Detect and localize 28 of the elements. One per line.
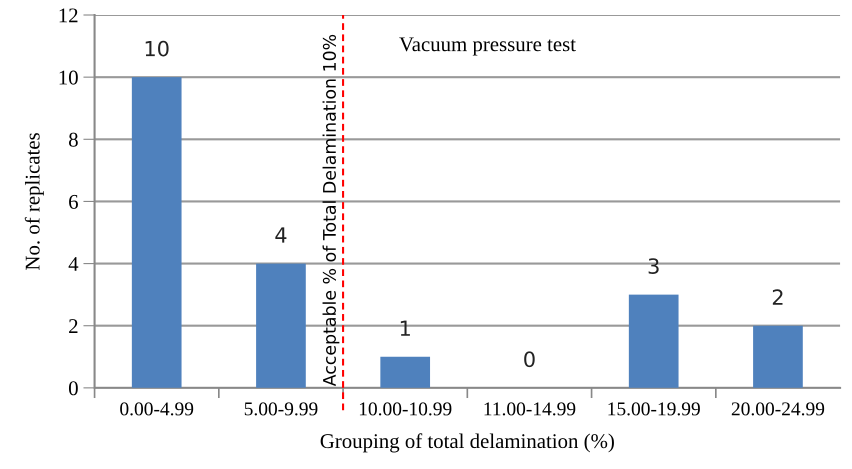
data-label: 4 bbox=[275, 227, 286, 243]
data-label: 3 bbox=[648, 258, 659, 274]
data-label: 2 bbox=[772, 289, 782, 305]
x-tick-label: 5.00-9.99 bbox=[244, 402, 318, 416]
y-tick-label: 12 bbox=[60, 8, 78, 22]
x-axis-title: Grouping of total delamination (%) bbox=[320, 433, 614, 452]
y-tick-label: 6 bbox=[69, 194, 78, 209]
data-label: 1 bbox=[400, 320, 410, 336]
x-tick-label: 10.00-10.99 bbox=[360, 402, 452, 416]
x-tick-label: 20.00-24.99 bbox=[732, 402, 824, 416]
bar bbox=[753, 326, 803, 388]
x-tick-label: 0.00-4.99 bbox=[120, 402, 194, 416]
bar bbox=[380, 356, 430, 388]
text: Vacuum pressure test bbox=[399, 37, 576, 56]
bar bbox=[132, 77, 182, 388]
y-tick-label: 8 bbox=[68, 132, 78, 147]
x-tick-label: 11.00-14.99 bbox=[484, 402, 576, 416]
bar bbox=[628, 294, 679, 388]
data-label: 10 bbox=[146, 40, 169, 56]
y-tick-label: 4 bbox=[68, 257, 78, 271]
annotation: Acceptable % of Total Delamination 10% bbox=[322, 34, 340, 386]
y-axis-title: No. of replicates bbox=[24, 133, 44, 270]
x-tick-label: 15.00-19.99 bbox=[608, 402, 700, 416]
y-tick-label: 2 bbox=[69, 319, 78, 333]
bar bbox=[256, 264, 306, 388]
y-tick-label: 0 bbox=[68, 381, 78, 396]
data-label: 0 bbox=[524, 351, 535, 368]
y-tick-label: 10 bbox=[60, 70, 78, 85]
